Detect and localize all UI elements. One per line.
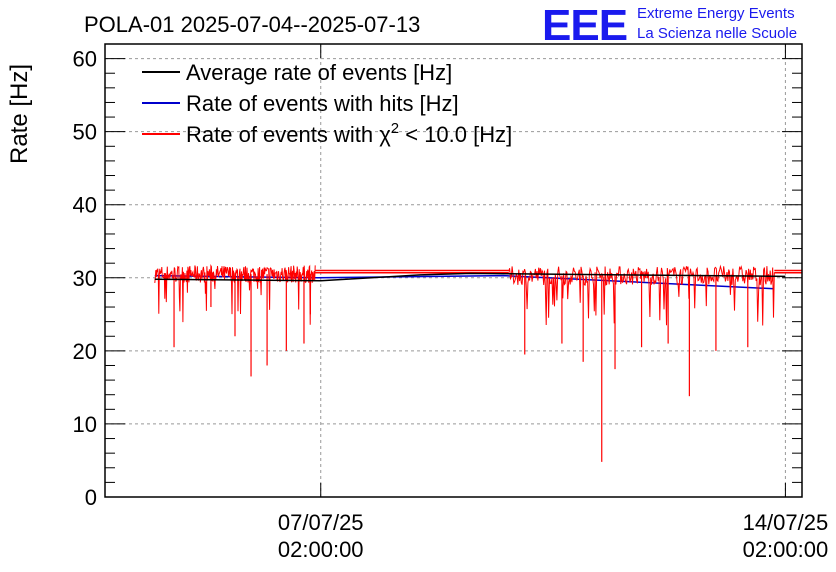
x-tick-label-date-1: 14/07/25 (743, 510, 829, 535)
grid-layer (105, 44, 802, 497)
eee-logo-mark: EEE (542, 1, 627, 50)
legend-chi2-pre: Rate of events with (186, 122, 379, 147)
legend-chi2-symbol: χ (379, 122, 391, 147)
legend-text-chi2: Rate of events with χ2 < 10.0 [Hz] (186, 120, 512, 147)
legend-text-average: Average rate of events [Hz] (186, 60, 452, 85)
y-tick-label-30: 30 (73, 266, 97, 291)
legend-text-hits: Rate of events with hits [Hz] (186, 91, 459, 116)
y-tick-label-40: 40 (73, 193, 97, 218)
y-axis-label: Rate [Hz] (6, 64, 33, 164)
axes-layer (104, 43, 803, 498)
series-layer (154, 263, 802, 462)
eee-logo-line2: La Scienza nelle Scuole (637, 25, 797, 42)
x-tick-label-time-0: 02:00:00 (278, 537, 364, 562)
legend-chi2-sup: 2 (391, 120, 399, 137)
tick-labels: 010203040506007/07/2502:00:0014/07/2502:… (73, 47, 829, 562)
y-tick-label-20: 20 (73, 339, 97, 364)
y-tick-label-10: 10 (73, 412, 97, 437)
eee-logo: EEE Extreme Energy Events La Scienza nel… (542, 1, 797, 50)
y-tick-label-60: 60 (73, 47, 97, 72)
x-tick-label-time-1: 02:00:00 (743, 537, 829, 562)
series-chi2-segment-0 (154, 263, 316, 325)
legend: Average rate of events [Hz] Rate of even… (142, 60, 512, 147)
series-average-line (154, 272, 786, 282)
chart-title: POLA-01 2025-07-04--2025-07-13 (84, 12, 420, 37)
legend-chi2-post: < 10.0 [Hz] (399, 122, 512, 147)
y-tick-label-50: 50 (73, 120, 97, 145)
plot-frame (104, 43, 803, 498)
series-hits-line (154, 274, 775, 290)
eee-logo-line1: Extreme Energy Events (637, 5, 795, 22)
y-tick-label-0: 0 (85, 485, 97, 510)
series-chi2-segment-1 (508, 264, 775, 326)
x-tick-label-date-0: 07/07/25 (278, 510, 364, 535)
